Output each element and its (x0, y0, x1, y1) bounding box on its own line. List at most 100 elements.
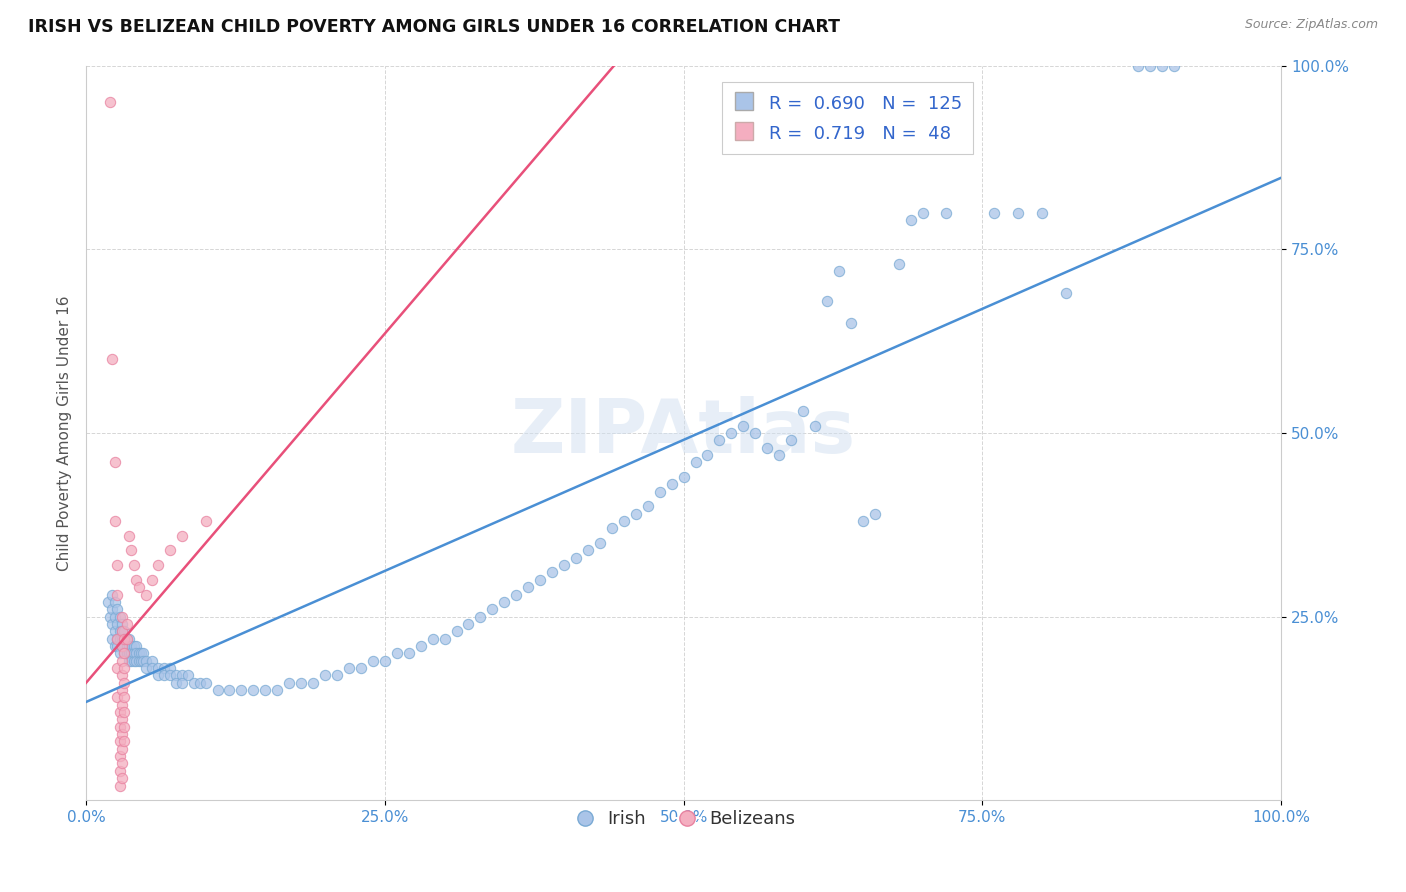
Point (98, 609, 121, 624)
Point (108, 632, 131, 646)
Point (111, 632, 134, 646)
Point (337, 661, 360, 675)
Point (111, 624, 134, 639)
Point (118, 646, 141, 660)
Point (111, 654, 134, 668)
Point (115, 616, 138, 631)
Point (122, 558, 145, 573)
Point (111, 624, 134, 639)
Point (111, 639, 134, 653)
Point (125, 654, 148, 668)
Point (254, 683, 277, 698)
Legend: Irish, Belizeans: Irish, Belizeans (564, 803, 803, 835)
Point (112, 690, 135, 705)
Point (111, 698, 134, 712)
Point (685, 455, 707, 469)
Point (108, 734, 131, 748)
Point (1150, 59, 1173, 73)
Point (122, 646, 145, 660)
Point (302, 675, 325, 690)
Point (194, 675, 217, 690)
Point (146, 668, 169, 682)
Point (541, 566, 564, 580)
Point (111, 668, 134, 682)
Text: ZIPAtlas: ZIPAtlas (510, 396, 856, 469)
Point (101, 632, 124, 646)
Point (266, 683, 288, 698)
Point (128, 646, 150, 660)
Point (118, 654, 141, 668)
Point (141, 654, 163, 668)
Point (637, 500, 659, 514)
Point (125, 639, 148, 653)
Point (242, 683, 264, 698)
Point (422, 632, 444, 646)
Point (108, 609, 131, 624)
Point (104, 514, 127, 528)
Point (1126, 59, 1149, 73)
Point (1031, 205, 1053, 219)
Point (108, 764, 131, 778)
Point (207, 683, 229, 698)
Point (112, 734, 135, 748)
Point (159, 668, 181, 682)
Point (111, 771, 134, 785)
Point (111, 713, 134, 727)
Point (135, 654, 157, 668)
Point (409, 639, 432, 653)
Point (141, 573, 163, 587)
Point (565, 550, 588, 565)
Point (111, 639, 134, 653)
Point (398, 646, 420, 660)
Point (720, 425, 742, 440)
Point (118, 529, 141, 543)
Point (125, 646, 148, 660)
Point (433, 632, 456, 646)
Point (112, 646, 135, 660)
Point (505, 588, 527, 602)
Point (517, 580, 540, 594)
Point (111, 741, 134, 756)
Point (97, 595, 120, 609)
Point (983, 205, 1005, 219)
Point (792, 404, 814, 418)
Point (589, 536, 612, 550)
Point (672, 470, 695, 484)
Point (104, 624, 127, 639)
Point (696, 448, 718, 462)
Point (112, 720, 135, 734)
Point (176, 668, 198, 682)
Point (900, 212, 922, 227)
Point (101, 602, 124, 616)
Point (101, 588, 124, 602)
Point (374, 654, 396, 668)
Point (733, 418, 755, 433)
Point (112, 632, 135, 646)
Point (108, 624, 131, 639)
Point (1139, 59, 1161, 73)
Text: Source: ZipAtlas.com: Source: ZipAtlas.com (1244, 18, 1378, 31)
Point (104, 609, 127, 624)
Point (132, 654, 155, 668)
Point (104, 595, 127, 609)
Point (815, 293, 838, 308)
Point (111, 727, 134, 741)
Point (457, 616, 479, 631)
Point (112, 639, 135, 653)
Point (613, 514, 636, 528)
Point (105, 639, 128, 653)
Point (105, 632, 128, 646)
Point (128, 654, 150, 668)
Point (314, 668, 336, 682)
Point (112, 646, 135, 660)
Point (111, 616, 134, 631)
Point (105, 588, 128, 602)
Point (104, 455, 127, 469)
Point (135, 661, 157, 675)
Text: IRISH VS BELIZEAN CHILD POVERTY AMONG GIRLS UNDER 16 CORRELATION CHART: IRISH VS BELIZEAN CHILD POVERTY AMONG GI… (28, 18, 841, 36)
Point (350, 661, 373, 675)
Point (108, 646, 131, 660)
Point (111, 609, 134, 624)
Point (804, 418, 827, 433)
Point (170, 675, 193, 690)
